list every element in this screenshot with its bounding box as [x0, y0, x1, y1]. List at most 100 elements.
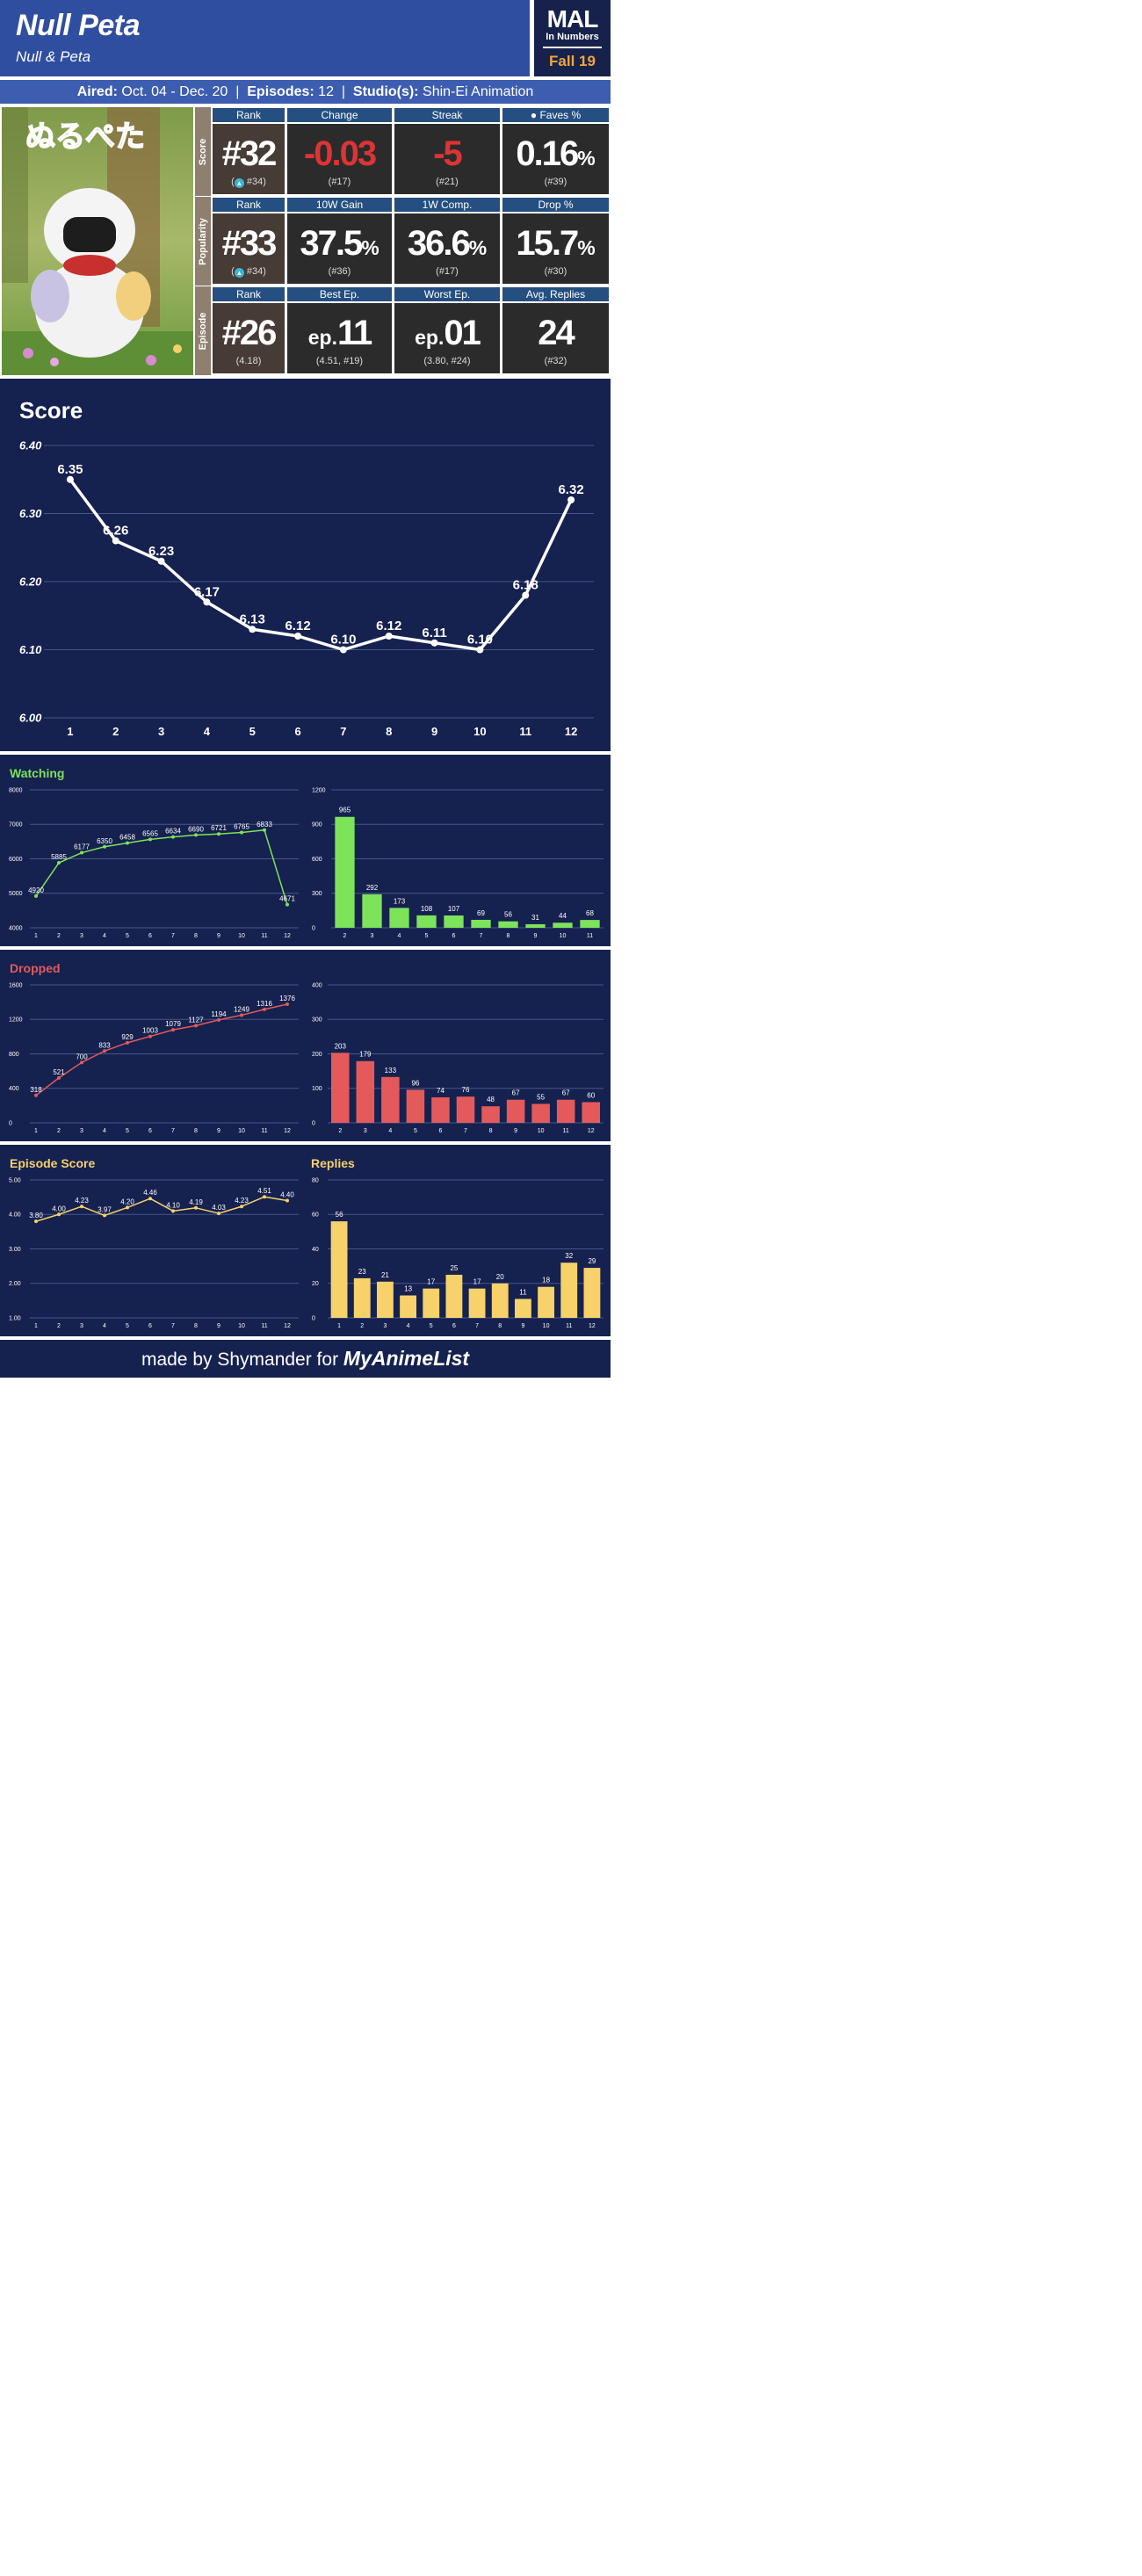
data-point — [194, 833, 198, 837]
data-label: 173 — [394, 897, 406, 905]
data-label: 4.23 — [75, 1197, 89, 1205]
score-change: -0.03 — [303, 134, 377, 173]
x-tick-label: 11 — [563, 1128, 569, 1134]
bar — [362, 894, 382, 928]
y-tick-label: 6.40 — [19, 438, 42, 452]
x-tick-label: 4 — [103, 933, 106, 939]
data-label: 21 — [381, 1271, 389, 1279]
y-tick-label: 300 — [312, 1017, 322, 1024]
bar — [353, 1277, 371, 1318]
x-tick-label: 6 — [148, 1323, 152, 1329]
bar — [406, 1089, 425, 1123]
data-label: 4.46 — [143, 1189, 157, 1197]
x-tick-label: 4 — [398, 933, 401, 939]
header-faves: ● Faves % — [502, 108, 609, 122]
x-tick-label: 8 — [489, 1128, 493, 1134]
x-tick-label: 9 — [217, 1323, 220, 1329]
bar — [582, 1102, 601, 1123]
arrow-up-icon: ▲ — [234, 268, 244, 278]
x-tick-label: 3 — [80, 1323, 83, 1329]
data-label: 13 — [404, 1284, 412, 1292]
data-label: 18 — [542, 1277, 550, 1284]
y-tick-label: 1.00 — [9, 1315, 21, 1321]
data-label: 6690 — [188, 825, 204, 833]
y-tick-label: 0 — [312, 1120, 315, 1126]
avg-replies-rank: (#32) — [544, 356, 567, 366]
x-tick-label: 1 — [337, 1323, 341, 1329]
poop-icon: ● — [530, 109, 538, 121]
data-point — [217, 1017, 220, 1022]
x-tick-label: 12 — [588, 1128, 595, 1134]
x-tick-label: 8 — [194, 1128, 198, 1134]
bar — [431, 1096, 450, 1123]
cover-logo-text: ぬるぺた — [25, 120, 145, 154]
y-tick-label: 1600 — [9, 982, 23, 988]
header-10w-gain: 10W Gain — [287, 198, 392, 212]
data-label: 6350 — [97, 837, 112, 845]
y-tick-label: 100 — [312, 1086, 322, 1092]
data-label: 4.19 — [189, 1198, 203, 1206]
episodes-label: Episodes: — [247, 84, 314, 99]
y-tick-label: 7000 — [9, 822, 23, 829]
y-tick-label: 6.10 — [19, 643, 42, 656]
data-point — [294, 633, 302, 640]
data-point — [171, 835, 175, 839]
data-point — [171, 1209, 175, 1213]
data-point — [430, 639, 438, 647]
data-point — [263, 1195, 266, 1199]
data-label: 1079 — [165, 1020, 181, 1028]
y-tick-label: 60 — [312, 1212, 319, 1219]
best-ep-value: ep.11 — [307, 314, 373, 352]
data-label: 6.17 — [194, 584, 220, 599]
data-label: 3.97 — [98, 1205, 112, 1213]
comp-rank: (#17) — [436, 266, 459, 277]
bar — [445, 1274, 463, 1318]
data-point — [80, 1060, 83, 1065]
data-label: 48 — [487, 1096, 495, 1103]
x-tick-label: 7 — [171, 1128, 175, 1134]
data-point — [34, 1093, 38, 1097]
x-tick-label: 1 — [34, 1128, 38, 1134]
x-tick-label: 12 — [284, 1323, 291, 1329]
data-label: 6.12 — [285, 619, 310, 633]
x-tick-label: 3 — [158, 725, 164, 738]
data-label: 179 — [359, 1051, 372, 1059]
x-tick-label: 8 — [507, 933, 510, 939]
data-label: 6.35 — [57, 462, 83, 477]
divider — [0, 946, 611, 950]
header-rank: Rank — [213, 108, 285, 122]
x-tick-label: 6 — [148, 933, 152, 939]
score-rank-prev: (▲ #34) — [231, 177, 266, 188]
best-ep-cell: ep.11 (4.51, #19) — [287, 303, 392, 373]
footer: made by Shymander for MyAnimeList — [0, 1340, 611, 1378]
pop-rank: #33 — [221, 224, 278, 263]
data-point — [34, 894, 38, 898]
data-point — [171, 1028, 175, 1032]
info-bar: Aired: Oct. 04 - Dec. 20 | Episodes: 12 … — [0, 80, 611, 104]
footer-brand: MyAnimeList — [343, 1347, 470, 1370]
x-tick-label: 4 — [204, 725, 211, 738]
data-label: 6.10 — [330, 633, 356, 648]
avg-replies-cell: 24 (#32) — [502, 303, 609, 373]
data-label: 4920 — [28, 886, 44, 894]
anime-title: Null Peta — [16, 9, 140, 42]
data-label: 6833 — [257, 821, 272, 829]
x-tick-label: 11 — [261, 933, 267, 939]
x-tick-label: 7 — [464, 1128, 467, 1134]
watching-title: Watching — [10, 766, 65, 780]
x-tick-label: 7 — [171, 1323, 175, 1329]
series-line — [35, 1196, 288, 1222]
x-tick-label: 6 — [294, 725, 300, 738]
header-drop: Drop % — [502, 198, 609, 212]
dropped-title: Dropped — [10, 961, 61, 975]
data-label: 4671 — [279, 895, 295, 903]
bar — [376, 1281, 394, 1318]
y-tick-label: 5000 — [9, 891, 23, 897]
arrow-up-icon: ▲ — [234, 178, 244, 188]
x-tick-label: 4 — [407, 1323, 410, 1329]
data-point — [148, 1197, 152, 1201]
data-point — [112, 537, 119, 545]
y-tick-label: 600 — [312, 857, 322, 863]
y-tick-label: 80 — [312, 1177, 319, 1183]
x-tick-label: 5 — [126, 1128, 129, 1134]
